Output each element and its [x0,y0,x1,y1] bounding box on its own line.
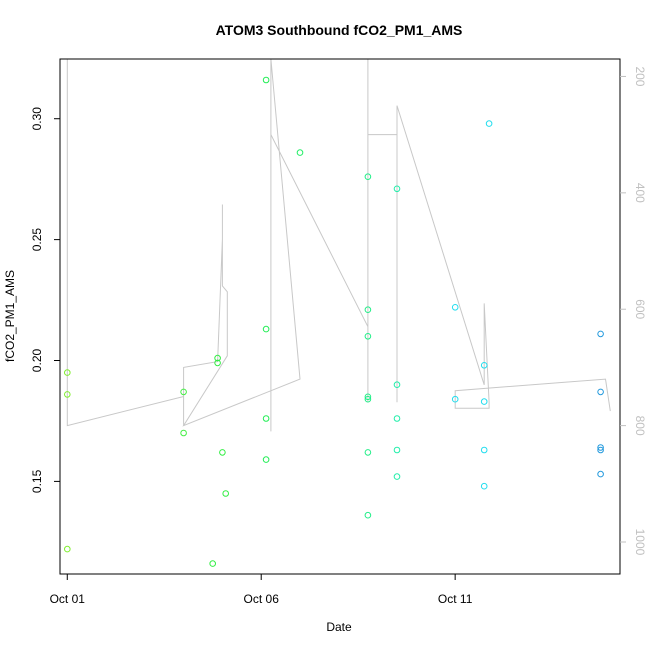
data-point [364,333,372,340]
y2-axis: 200 400 600 800 1000 [620,66,647,556]
data-point [214,354,221,362]
data-point [64,391,71,398]
data-point [64,545,71,553]
line-path [66,58,611,432]
y-axis-label: fCO2_PM1_AMS [3,270,17,362]
y2-tick-label: 200 [633,66,647,86]
data-point [451,395,459,403]
data-point [262,76,270,84]
chart-title: ATOM3 Southbound fCO2_PM1_AMS [216,22,463,38]
y-axis: 0.15 0.20 0.25 0.30 [30,107,60,493]
y2-tick-label: 400 [633,183,647,203]
x-tick-label: Oct 06 [244,592,280,606]
data-point [219,449,226,456]
data-point [597,446,604,454]
line-series [66,58,611,432]
data-point [364,511,372,519]
data-point [480,362,488,369]
data-point [480,482,488,490]
y2-tick-label: 600 [633,299,647,319]
data-point [64,369,71,376]
data-point [364,395,372,403]
data-point [364,306,372,314]
x-axis-label: Date [326,620,352,634]
data-point [480,446,488,454]
plot-frame [59,58,621,575]
data-point [214,359,221,367]
y-tick-label: 0.30 [30,107,44,131]
data-point [393,415,401,422]
y2-tick-label: 800 [633,416,647,436]
data-point [262,456,270,463]
data-point [393,446,401,454]
data-point [364,449,372,456]
data-point [597,444,604,451]
points-series [64,76,604,567]
x-tick-label: Oct 11 [438,592,473,606]
y-tick-label: 0.15 [30,469,44,493]
data-point [180,388,187,396]
data-point [485,120,493,127]
y-tick-label: 0.25 [30,228,44,252]
x-axis: Oct 01 Oct 06 Oct 11 [50,573,473,606]
data-point [222,490,229,497]
data-point [393,473,401,480]
data-point [597,330,604,338]
data-point [364,173,372,180]
y2-tick-label: 1000 [633,529,647,556]
x-tick-label: Oct 01 [50,592,86,606]
y-tick-label: 0.20 [30,349,44,373]
data-point [480,398,488,405]
data-point [262,325,270,333]
data-point [180,429,187,437]
data-point [262,415,270,422]
data-point [597,388,604,396]
data-point [296,149,304,156]
data-point [209,560,216,567]
data-point [393,381,401,389]
data-point [364,393,372,401]
data-point [597,470,604,478]
data-point [451,304,459,311]
data-point [393,185,401,193]
